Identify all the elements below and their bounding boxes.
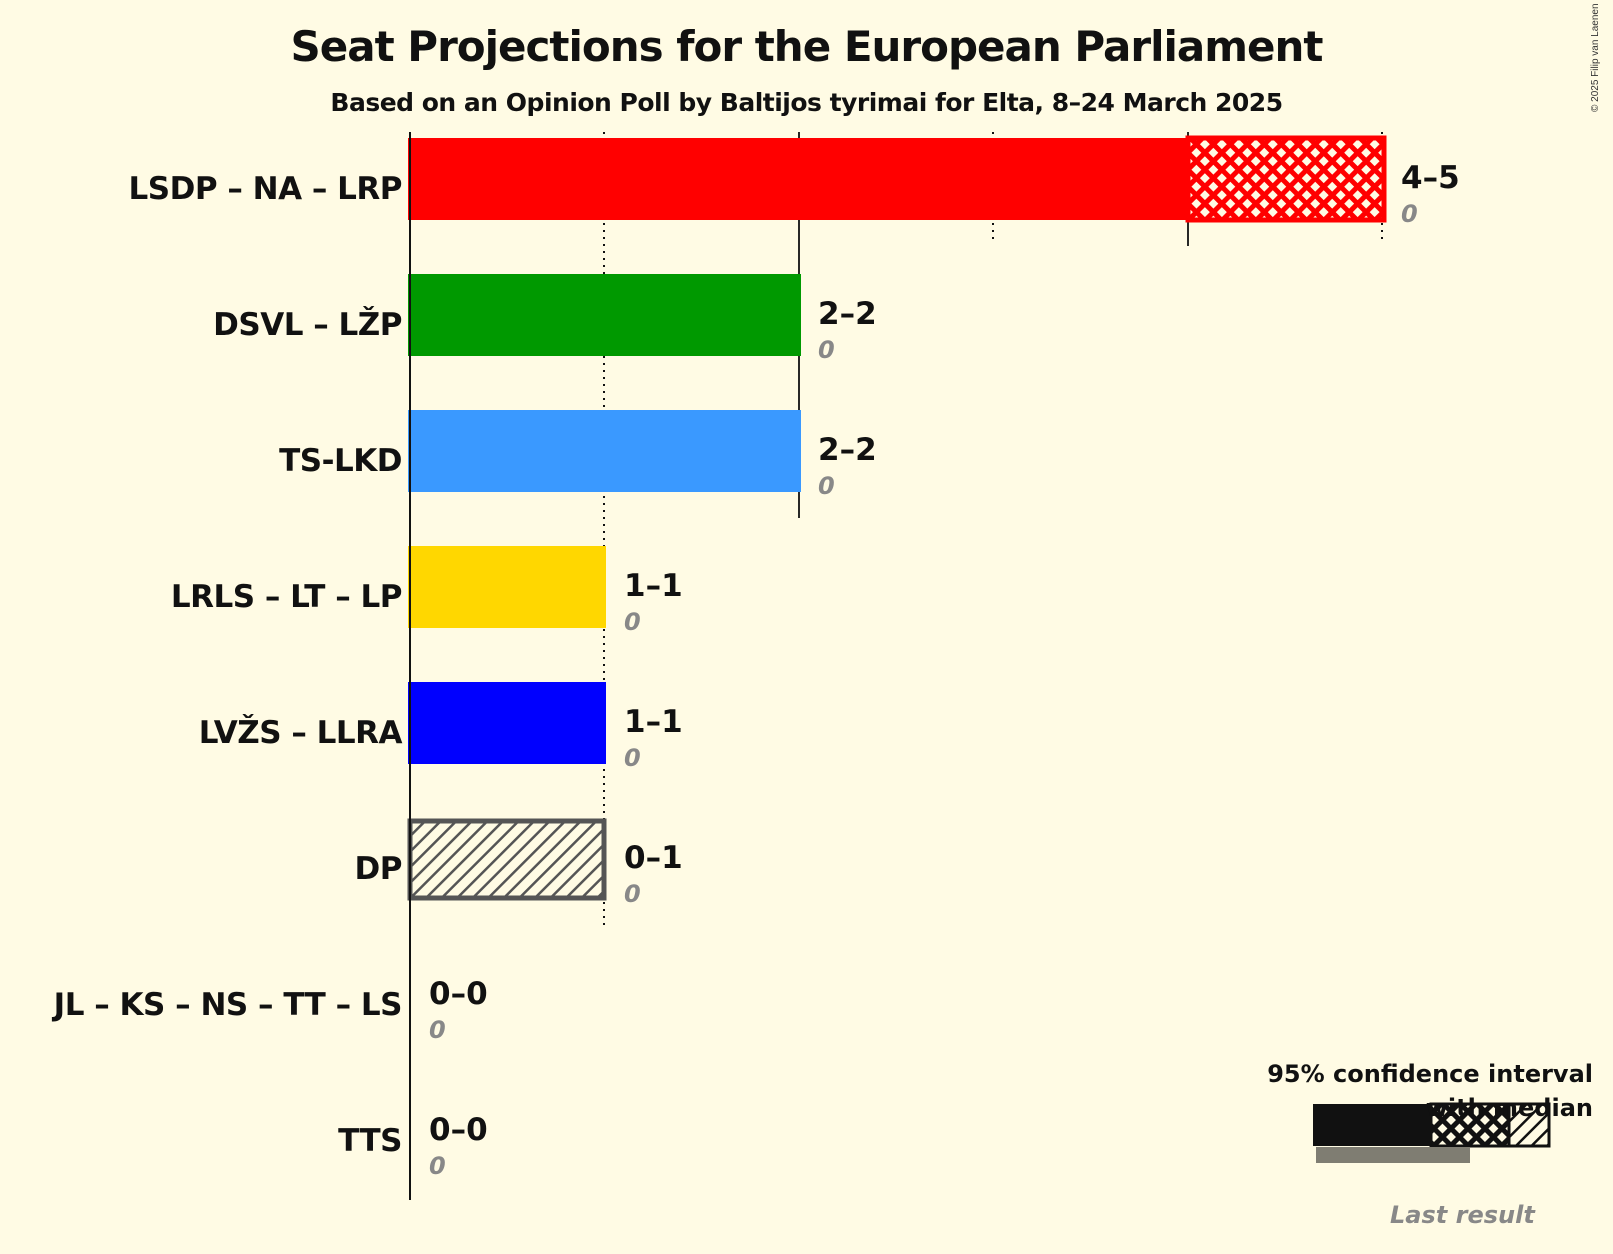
legend-last-result-bar bbox=[1316, 1147, 1470, 1163]
party-label: DSVL – LŽP bbox=[213, 307, 402, 343]
chart-subtitle: Based on an Opinion Poll by Baltijos tyr… bbox=[330, 88, 1283, 117]
range-label: 4–5 bbox=[1401, 160, 1460, 196]
range-label: 0–1 bbox=[624, 840, 683, 876]
legend-swatch bbox=[1313, 1102, 1551, 1163]
bar-ts-lkd bbox=[408, 410, 801, 492]
bar-dp bbox=[407, 818, 607, 901]
last-result-label: 0 bbox=[429, 1016, 446, 1044]
legend-ci-median-hatch bbox=[1429, 1102, 1511, 1148]
last-result-label: 0 bbox=[429, 1152, 446, 1180]
bar-lrls-lt-lp bbox=[408, 546, 606, 628]
range-label: 1–1 bbox=[624, 568, 683, 604]
range-label: 1–1 bbox=[624, 704, 683, 740]
legend-title-line1: 95% confidence interval bbox=[1267, 1060, 1593, 1088]
chart-title: Seat Projections for the European Parlia… bbox=[290, 22, 1324, 71]
gridlines bbox=[603, 132, 1383, 925]
last-result-label: 0 bbox=[624, 744, 641, 772]
party-label: JL – KS – NS – TT – LS bbox=[53, 987, 403, 1023]
bar-lsdp-na-lrp-ci-upper bbox=[1185, 135, 1387, 223]
bar-lvzs-llra bbox=[408, 682, 606, 764]
last-result-label: 0 bbox=[624, 608, 641, 636]
party-label: DP bbox=[354, 851, 403, 887]
party-label: LVŽS – LLRA bbox=[198, 715, 403, 751]
last-result-label: 0 bbox=[1401, 200, 1418, 228]
party-label: LSDP – NA – LRP bbox=[128, 171, 403, 207]
legend-title-line2: with median bbox=[1425, 1094, 1593, 1122]
range-label: 2–2 bbox=[818, 432, 877, 468]
last-result-label: 0 bbox=[818, 472, 835, 500]
legend-ci-solid bbox=[1313, 1104, 1431, 1146]
bars bbox=[407, 135, 1387, 901]
range-label: 0–0 bbox=[429, 976, 488, 1012]
last-result-label: 0 bbox=[624, 880, 641, 908]
party-label: TS-LKD bbox=[279, 443, 402, 479]
legend-last-result-label: Last result bbox=[1390, 1201, 1535, 1229]
bar-lsdp-na-lrp bbox=[408, 138, 1188, 220]
party-label: TTS bbox=[338, 1123, 402, 1159]
range-label: 2–2 bbox=[818, 296, 877, 332]
legend-title: 95% confidence interval with median bbox=[1267, 1057, 1593, 1125]
bar-dsvl-lzp bbox=[408, 274, 801, 356]
range-label: 0–0 bbox=[429, 1112, 488, 1148]
party-label: LRLS – LT – LP bbox=[170, 579, 403, 615]
last-result-label: 0 bbox=[818, 336, 835, 364]
legend-ci-upper-hatch bbox=[1507, 1102, 1551, 1148]
